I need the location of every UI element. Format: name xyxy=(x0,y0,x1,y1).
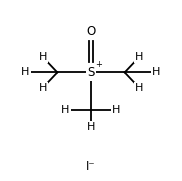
Text: O: O xyxy=(86,25,96,38)
Text: H: H xyxy=(39,83,47,93)
Text: +: + xyxy=(95,60,102,69)
Text: H: H xyxy=(87,122,95,132)
Text: H: H xyxy=(135,83,143,93)
Text: S: S xyxy=(87,66,95,79)
Text: H: H xyxy=(21,67,30,77)
Text: H: H xyxy=(39,52,47,62)
Text: H: H xyxy=(152,67,161,77)
Text: H: H xyxy=(61,104,70,115)
Text: I⁻: I⁻ xyxy=(86,160,96,173)
Text: H: H xyxy=(112,104,121,115)
Text: H: H xyxy=(135,52,143,62)
